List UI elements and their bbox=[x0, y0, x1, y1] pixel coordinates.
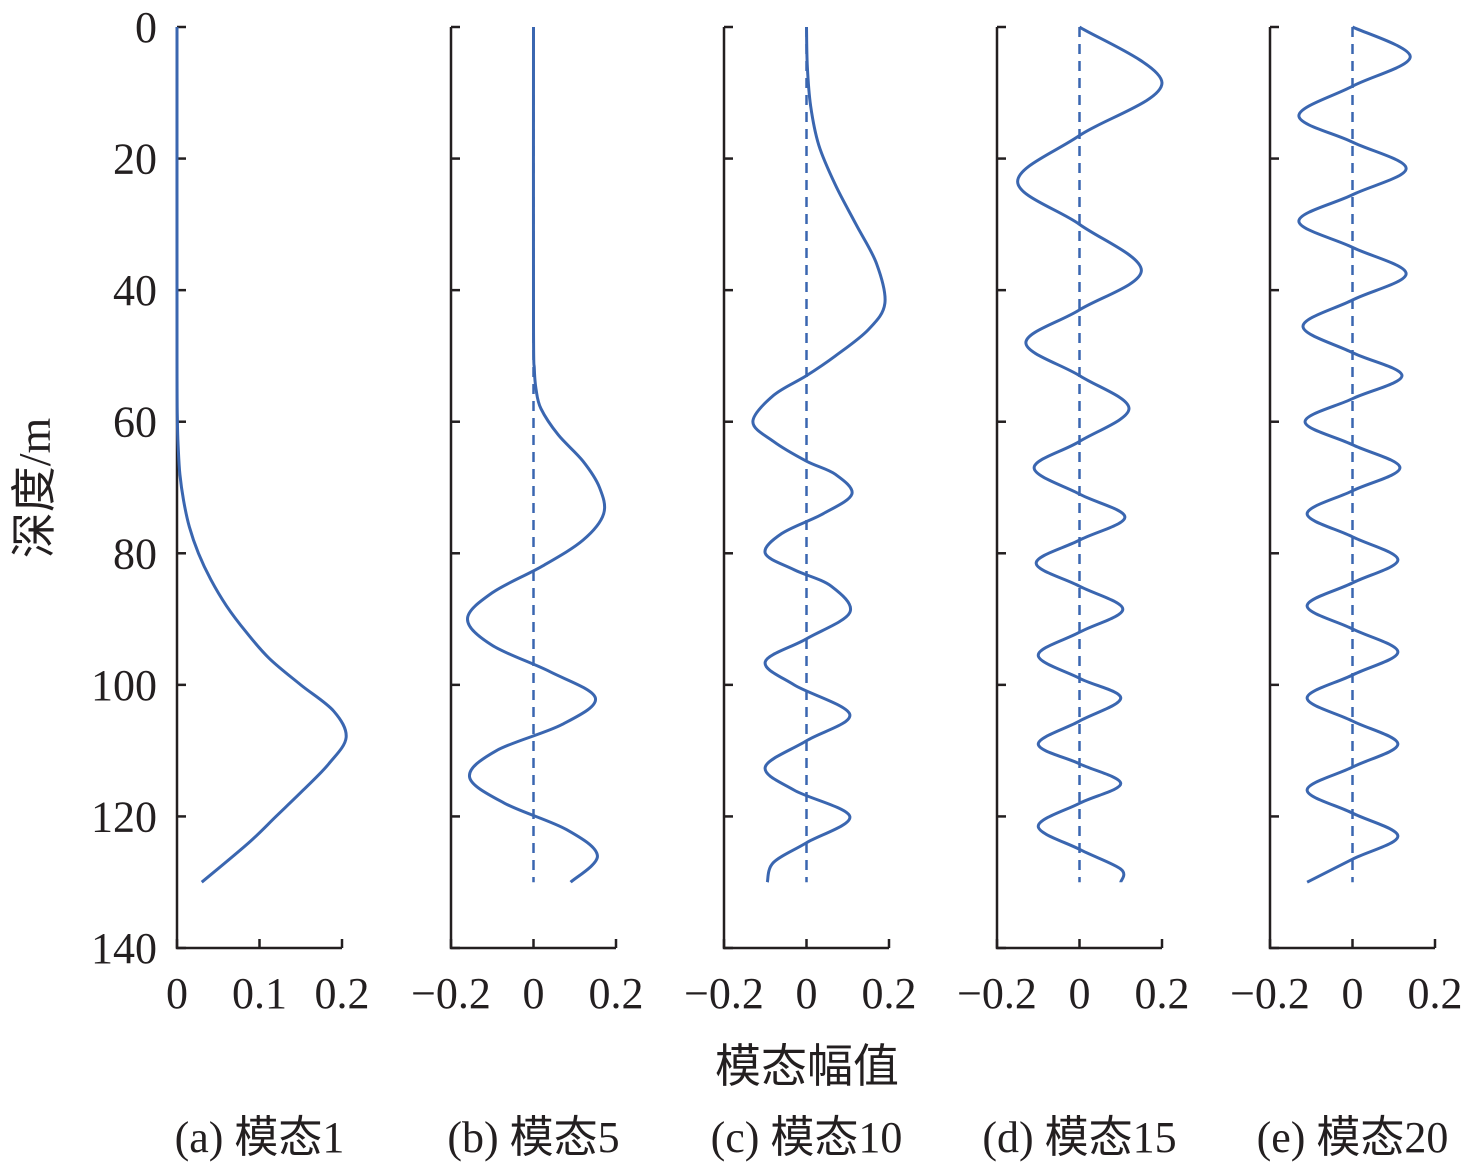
mode-shape-curve bbox=[1016, 25, 1164, 883]
x-tick-label: 0 bbox=[796, 969, 818, 1018]
x-tick-label: 0.2 bbox=[589, 969, 644, 1018]
x-tick-label: 0.2 bbox=[315, 969, 370, 1018]
panel-5: −0.2 0 0.2 (e) 模态20 bbox=[1230, 25, 1463, 1162]
panel-2: −0.2 0 0.2 (b) 模态5 bbox=[411, 25, 644, 1162]
x-tick-label: 0 bbox=[166, 969, 188, 1018]
y-tick-label: 0 bbox=[135, 3, 157, 52]
y-tick-label: 60 bbox=[113, 398, 157, 447]
y-tick-label: 100 bbox=[91, 661, 157, 710]
mode-shape-curve bbox=[465, 26, 607, 884]
panel-caption: (a) 模态1 bbox=[175, 1113, 345, 1162]
y-tick-label: 80 bbox=[113, 529, 157, 578]
x-tick-label: 0.1 bbox=[232, 969, 287, 1018]
panel-3: −0.2 0 0.2 (c) 模态10 bbox=[684, 25, 917, 1162]
panel-caption: (b) 模态5 bbox=[447, 1113, 619, 1162]
y-tick-label: 120 bbox=[91, 792, 157, 841]
panel-caption: (e) 模态20 bbox=[1257, 1113, 1449, 1162]
y-axis-title: 深度/m bbox=[9, 418, 60, 559]
x-axis-title: 模态幅值 bbox=[715, 1041, 899, 1092]
panel-caption: (c) 模态10 bbox=[711, 1113, 903, 1162]
x-tick-label: 0.2 bbox=[1408, 969, 1463, 1018]
y-tick-label: 140 bbox=[91, 924, 157, 973]
mode-shape-curve bbox=[175, 26, 348, 884]
x-tick-label: −0.2 bbox=[411, 969, 491, 1018]
x-tick-label: 0.2 bbox=[862, 969, 917, 1018]
mode-shape-curve bbox=[1297, 25, 1412, 884]
x-tick-label: −0.2 bbox=[957, 969, 1037, 1018]
x-tick-label: −0.2 bbox=[684, 969, 764, 1018]
y-tick-label: 40 bbox=[113, 266, 157, 315]
x-tick-label: 0 bbox=[1069, 969, 1091, 1018]
mode-shape-curve bbox=[751, 26, 887, 883]
panel-caption: (d) 模态15 bbox=[982, 1113, 1176, 1162]
x-tick-label: 0.2 bbox=[1135, 969, 1190, 1018]
y-tick-label: 20 bbox=[113, 135, 157, 184]
x-tick-label: −0.2 bbox=[1230, 969, 1310, 1018]
x-tick-label: 0 bbox=[523, 969, 545, 1018]
x-tick-label: 0 bbox=[1342, 969, 1364, 1018]
axis-spine bbox=[175, 27, 342, 950]
panel-4: −0.2 0 0.2 (d) 模态15 bbox=[957, 25, 1190, 1162]
